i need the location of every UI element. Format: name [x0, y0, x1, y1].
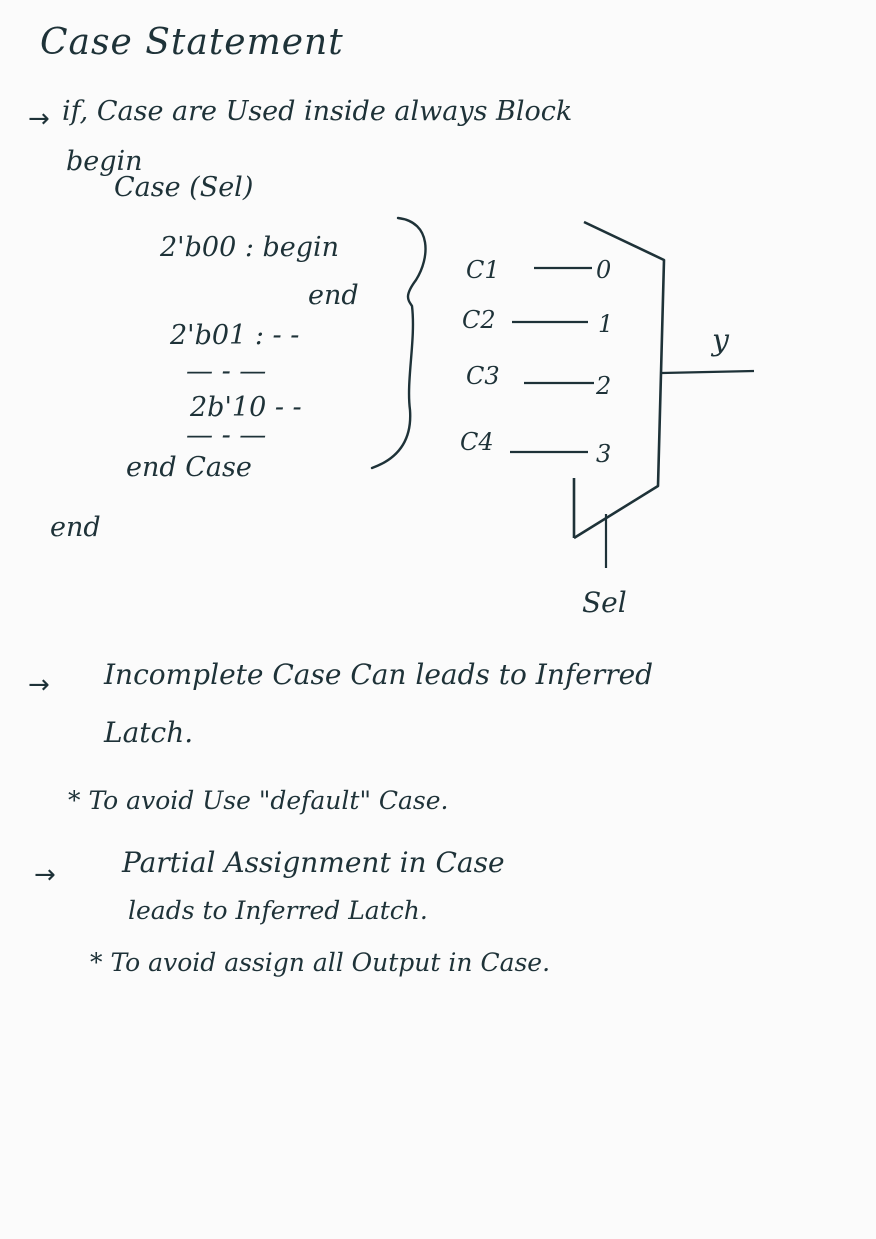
page-title: Case Statement: [40, 22, 344, 63]
tip-assign-all-outputs: * To avoid assign all Output in Case.: [90, 948, 551, 977]
mux-body: [573, 220, 666, 540]
tip-default-case: * To avoid Use "default" Case.: [68, 786, 449, 815]
code-dashes-b: — - —: [186, 420, 267, 451]
code-endcase: end Case: [126, 452, 252, 483]
note-incomplete-case-2: Latch.: [104, 716, 194, 749]
curly-brace: [370, 216, 427, 470]
arrow-icon: →: [28, 104, 50, 134]
port-label-3: 3: [596, 440, 611, 468]
code-case-item-2: 2'b01 : - -: [170, 320, 300, 351]
code-case-item-1-end: end: [308, 280, 359, 311]
arrow-icon: →: [28, 670, 50, 700]
code-begin: begin: [66, 146, 143, 177]
output-label: y: [710, 323, 730, 358]
output-wire: [661, 369, 755, 375]
input-label-c2: C2: [462, 306, 496, 334]
note-incomplete-case: Incomplete Case Can leads to Inferred: [104, 658, 654, 691]
code-case-header: Case (Sel): [114, 172, 254, 203]
note-partial-assignment-2: leads to Inferred Latch.: [128, 896, 428, 925]
code-end: end: [50, 512, 101, 543]
note-partial-assignment: Partial Assignment in Case: [122, 846, 505, 879]
code-dashes-a: — - —: [186, 356, 267, 387]
input-label-c1: C1: [466, 256, 500, 284]
port-label-2: 2: [595, 372, 611, 400]
arrow-icon: →: [34, 860, 56, 890]
code-case-item-1: 2'b00 : begin: [160, 232, 340, 263]
port-label-0: 0: [596, 256, 611, 284]
intro-text: if, Case are Used inside always Block: [62, 96, 573, 127]
port-label-1: 1: [598, 310, 613, 338]
input-label-c3: C3: [466, 362, 500, 390]
select-label: Sel: [582, 586, 627, 619]
code-case-item-3: 2b'10 - -: [190, 392, 302, 423]
input-label-c4: C4: [460, 428, 494, 456]
